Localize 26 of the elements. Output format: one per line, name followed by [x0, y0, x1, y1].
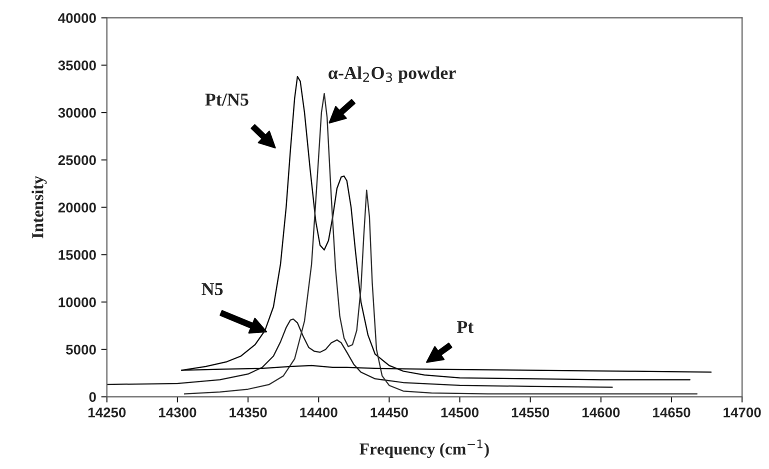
x-tick-label: 14250	[88, 408, 126, 418]
y-tick-label: 35000	[58, 60, 96, 70]
x-tick-label: 14500	[441, 408, 479, 418]
x-tick-label: 14350	[230, 408, 267, 418]
x-tick-label: 14450	[370, 408, 408, 418]
annotation: Pt	[456, 321, 474, 334]
x-tick-label: 14550	[512, 408, 550, 418]
annotation: N5	[202, 283, 223, 296]
y-tick-label: 40000	[58, 13, 96, 23]
x-axis-title: Frequency (cm$^{−1}$)	[360, 440, 489, 458]
y-axis-title: Intensity	[32, 176, 47, 238]
x-tick-label: 14300	[159, 408, 196, 418]
x-tick-label: 14650	[653, 408, 690, 418]
y-tick-label: 10000	[58, 297, 96, 308]
x-tick-label: 14400	[300, 408, 338, 418]
x-tick-label: 14600	[582, 408, 620, 418]
y-tick-label: 0	[89, 392, 96, 402]
annotation: Pt/N5	[205, 94, 248, 106]
y-tick-label: 5000	[66, 344, 96, 355]
y-tick-label: 30000	[58, 108, 96, 118]
y-tick-label: 25000	[58, 155, 96, 166]
x-tick-label: 14700	[724, 408, 761, 418]
y-tick-label: 15000	[58, 250, 96, 260]
annotation: α-Al$_{2}$O$_{3}$ powder	[328, 66, 456, 83]
y-tick-label: 20000	[58, 202, 96, 212]
line-series	[106, 318, 613, 388]
